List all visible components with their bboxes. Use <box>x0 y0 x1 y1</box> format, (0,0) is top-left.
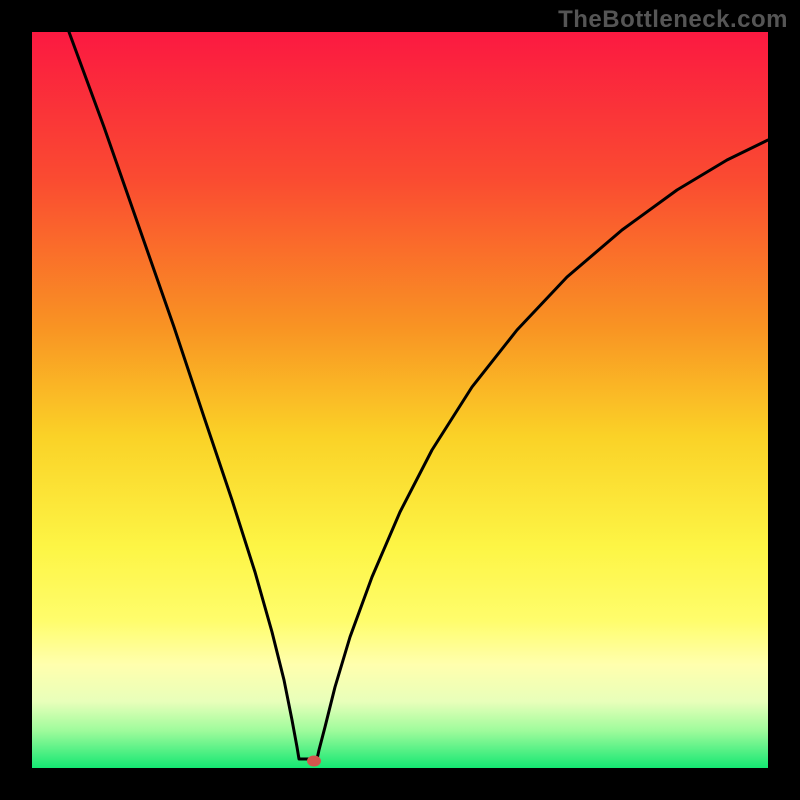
plot-area <box>32 32 768 768</box>
watermark-text: TheBottleneck.com <box>558 6 788 34</box>
curve-svg <box>32 32 768 768</box>
minimum-marker <box>307 756 321 767</box>
chart-frame: TheBottleneck.com <box>0 0 800 800</box>
bottleneck-curve <box>69 32 768 759</box>
